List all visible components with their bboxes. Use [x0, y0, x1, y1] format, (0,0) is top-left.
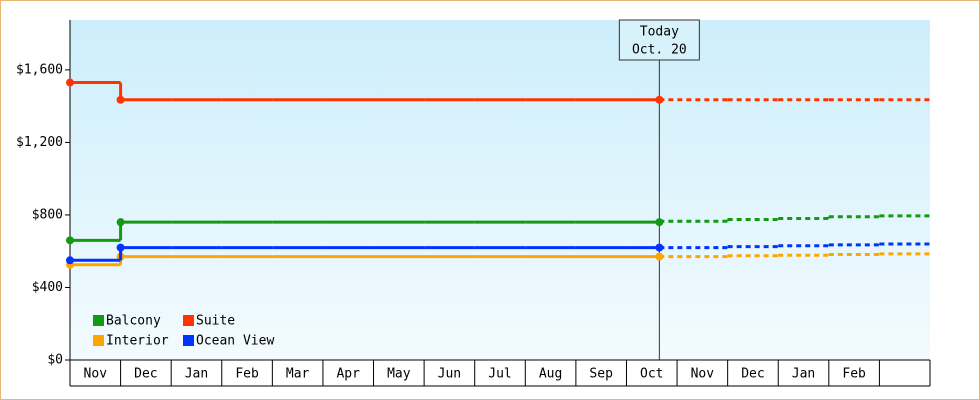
x-tick-label: Jun [438, 367, 461, 382]
today-label: Today [640, 25, 679, 40]
legend-swatch [183, 335, 194, 346]
price-point [66, 78, 74, 87]
y-tick-label: $800 [32, 207, 63, 222]
x-tick-label: Nov [691, 367, 715, 382]
today-label: Oct. 20 [632, 43, 687, 58]
price-point [66, 256, 74, 265]
x-tick-label: Dec [134, 367, 157, 382]
price-point [66, 236, 74, 245]
x-tick-label: Feb [842, 367, 866, 382]
price-point [116, 243, 125, 252]
x-tick-label: Feb [235, 367, 259, 382]
legend-label: Interior [106, 334, 169, 349]
x-tick-label: Oct [640, 367, 663, 382]
y-tick-label: $1,200 [16, 135, 63, 150]
x-tick-label: Jan [792, 367, 815, 382]
legend-swatch [183, 315, 194, 326]
x-tick-label: Sep [589, 367, 613, 382]
legend-swatch [93, 335, 104, 346]
legend-label: Suite [196, 314, 235, 329]
x-tick-label: Aug [539, 367, 562, 382]
x-tick-label: Jul [488, 367, 511, 382]
y-tick-label: $400 [32, 280, 63, 295]
x-tick-label: May [387, 367, 411, 382]
plot-area [70, 20, 930, 360]
legend-label: Balcony [106, 314, 161, 329]
x-tick-label: Nov [84, 367, 108, 382]
price-point [116, 95, 125, 104]
legend-swatch [93, 315, 104, 326]
x-tick-label: Mar [286, 367, 310, 382]
price-point [116, 218, 125, 227]
legend-label: Ocean View [196, 334, 274, 349]
y-tick-label: $1,600 [16, 62, 63, 77]
x-tick-label: Jan [185, 367, 208, 382]
today-box [618, 19, 700, 61]
y-tick-label: $0 [47, 353, 63, 368]
x-tick-label: Apr [336, 367, 360, 382]
x-tick-label: Dec [741, 367, 764, 382]
